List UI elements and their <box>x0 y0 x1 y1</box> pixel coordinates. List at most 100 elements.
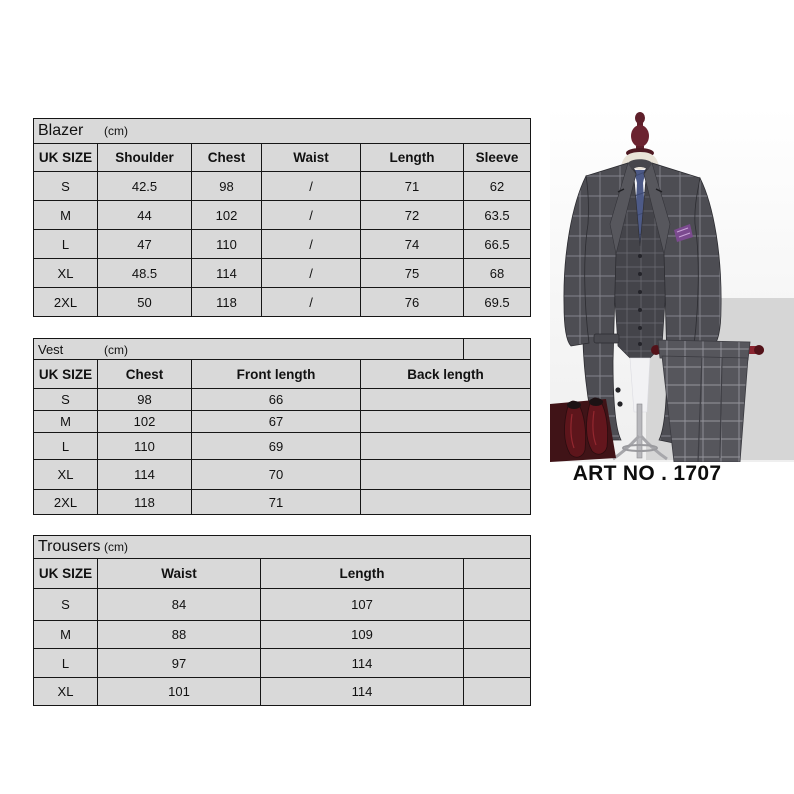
vest-header-row: UK SIZE Chest Front length Back length <box>33 359 531 389</box>
size-cell: 75 <box>360 258 464 288</box>
art-no-label: ART NO . 1707 <box>572 462 722 485</box>
column-header: Front length <box>191 359 361 389</box>
blazer-title-row: Blazer (cm) <box>32 118 532 144</box>
table-row: 2XL 118 71 <box>33 489 531 515</box>
table-row: S 42.5 98 / 71 62 <box>33 171 532 201</box>
size-cell: / <box>261 229 361 259</box>
size-cell: / <box>261 200 361 230</box>
trousers-title-row: Trousers (cm) <box>33 535 531 559</box>
size-cell <box>360 459 531 490</box>
size-cell: 118 <box>191 287 262 317</box>
size-cell: 114 <box>191 258 262 288</box>
trousers-title: Trousers <box>38 538 101 555</box>
column-header: Waist <box>97 558 261 589</box>
size-cell: 109 <box>260 620 464 649</box>
pocket-square <box>674 224 693 242</box>
size-cell <box>463 677 531 706</box>
trousers-unit: (cm) <box>104 540 128 554</box>
shirt-tail <box>629 357 651 413</box>
column-header: Waist <box>261 143 361 172</box>
size-cell: 118 <box>97 489 192 515</box>
size-cell: 72 <box>360 200 464 230</box>
size-cell: 107 <box>260 588 464 621</box>
size-cell: 98 <box>191 171 262 201</box>
table-row: XL 101 114 <box>33 677 531 706</box>
size-cell: / <box>261 258 361 288</box>
blazer-size-table: Blazer (cm) UK SIZE Shoulder Chest Waist … <box>32 118 532 317</box>
size-cell: 2XL <box>33 489 98 515</box>
column-header: UK SIZE <box>33 359 98 389</box>
size-cell: 66 <box>191 388 361 411</box>
size-cell: 84 <box>97 588 261 621</box>
size-cell <box>360 388 531 411</box>
size-cell: M <box>33 410 98 433</box>
table-row: M 44 102 / 72 63.5 <box>33 200 532 230</box>
size-cell <box>463 588 531 621</box>
size-cell: XL <box>33 677 98 706</box>
table-row: XL 48.5 114 / 75 68 <box>33 258 532 288</box>
table-row: 2XL 50 118 / 76 69.5 <box>33 287 532 317</box>
size-cell: 47 <box>97 229 192 259</box>
size-cell: 69 <box>191 432 361 460</box>
size-cell: 114 <box>260 648 464 678</box>
size-cell <box>360 489 531 515</box>
size-cell: L <box>33 648 98 678</box>
trousers-title-cell: Trousers (cm) <box>33 535 531 559</box>
size-cell: XL <box>33 258 98 288</box>
folded-trousers <box>657 339 751 463</box>
size-cell: S <box>33 171 98 201</box>
table-row: S 84 107 <box>33 588 531 621</box>
size-cell: 42.5 <box>97 171 192 201</box>
size-cell: L <box>33 229 98 259</box>
table-row: L 110 69 <box>33 432 531 460</box>
blazer-header-row: UK SIZE Shoulder Chest Waist Length Slee… <box>33 143 532 172</box>
size-cell: L <box>33 432 98 460</box>
size-cell <box>360 410 531 433</box>
size-cell <box>360 432 531 460</box>
table-row: M 102 67 <box>33 410 531 433</box>
column-header: Shoulder <box>97 143 192 172</box>
size-cell: 74 <box>360 229 464 259</box>
column-header: Length <box>360 143 464 172</box>
column-header: UK SIZE <box>33 143 98 172</box>
size-cell: 98 <box>97 388 192 411</box>
table-row: XL 114 70 <box>33 459 531 490</box>
column-header: Length <box>260 558 464 589</box>
size-cell: 97 <box>97 648 261 678</box>
size-cell: 67 <box>191 410 361 433</box>
column-header <box>463 558 531 589</box>
product-photo <box>550 106 794 463</box>
size-cell: 110 <box>97 432 192 460</box>
vest-title-cell: Vest (cm) <box>33 338 464 360</box>
size-cell <box>463 620 531 649</box>
size-cell: 62 <box>462 171 532 201</box>
shoes <box>550 397 616 462</box>
table-row: L 97 114 <box>33 648 531 678</box>
blazer-title: Blazer <box>38 122 84 139</box>
blazer-unit: (cm) <box>104 124 128 138</box>
size-cell <box>463 648 531 678</box>
column-header: Back length <box>360 359 531 389</box>
size-cell: 44 <box>97 200 192 230</box>
size-cell: 2XL <box>33 287 98 317</box>
size-cell: 101 <box>97 677 261 706</box>
size-cell: 70 <box>191 459 361 490</box>
size-cell: 66.5 <box>462 229 532 259</box>
column-header: Chest <box>191 143 262 172</box>
column-header: UK SIZE <box>33 558 98 589</box>
size-cell: 76 <box>360 287 464 317</box>
size-cell: / <box>261 171 361 201</box>
column-header: Sleeve <box>462 143 532 172</box>
size-cell: 69.5 <box>462 287 532 317</box>
size-cell: 102 <box>97 410 192 433</box>
trousers-size-table: Trousers (cm) UK SIZE Waist Length S 84 1… <box>33 535 531 706</box>
size-cell: M <box>33 200 98 230</box>
blazer-title-cell: Blazer (cm) <box>32 118 532 144</box>
table-row: S 98 66 <box>33 388 531 411</box>
size-cell: S <box>33 588 98 621</box>
size-cell: 71 <box>191 489 361 515</box>
size-cell: M <box>33 620 98 649</box>
size-cell: 114 <box>97 459 192 490</box>
column-header: Chest <box>97 359 192 389</box>
